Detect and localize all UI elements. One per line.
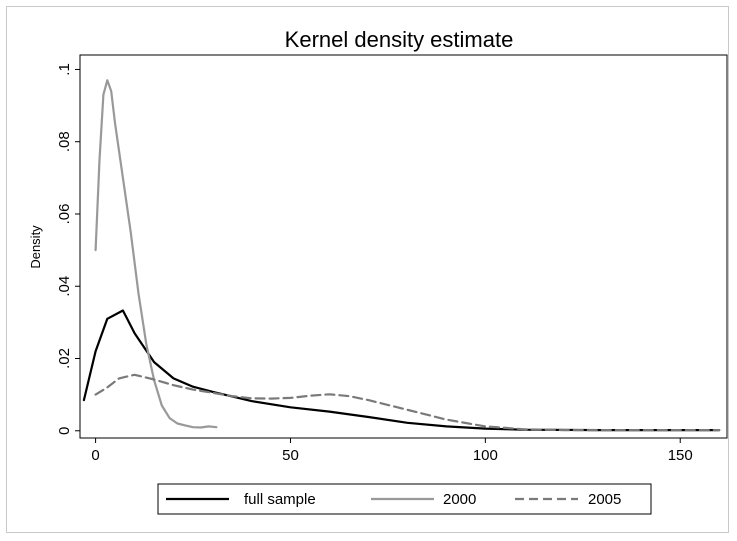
chart-title: Kernel density estimate (285, 27, 514, 52)
series-line-full-sample (82, 309, 721, 432)
series-line-2005 (94, 373, 721, 432)
y-tick-label: .06 (56, 204, 73, 225)
y-tick-label: .02 (56, 348, 73, 369)
x-tick-label: 0 (91, 447, 99, 464)
legend-entry-full-sample: full sample (244, 491, 316, 508)
y-axis-label: Density (28, 225, 43, 269)
plot-area (79, 54, 728, 439)
x-tick-label: 100 (473, 447, 498, 464)
x-tick-label: 150 (668, 447, 693, 464)
legend-entry-2005: 2005 (588, 491, 621, 508)
series-line-2000 (94, 79, 218, 429)
x-tick-label: 50 (282, 447, 299, 464)
x-axis: 0 50 100 150 (91, 438, 693, 464)
y-tick-label: .08 (56, 131, 73, 152)
y-tick-label: .1 (56, 63, 73, 76)
series-layer (82, 79, 721, 432)
y-tick-label: 0 (56, 427, 73, 435)
y-axis: 0 .02 .04 .06 .08 .1 (56, 63, 80, 435)
y-tick-label: .04 (56, 276, 73, 297)
legend-entry-2000: 2000 (443, 491, 476, 508)
legend: full sample 2000 2005 (157, 483, 652, 515)
